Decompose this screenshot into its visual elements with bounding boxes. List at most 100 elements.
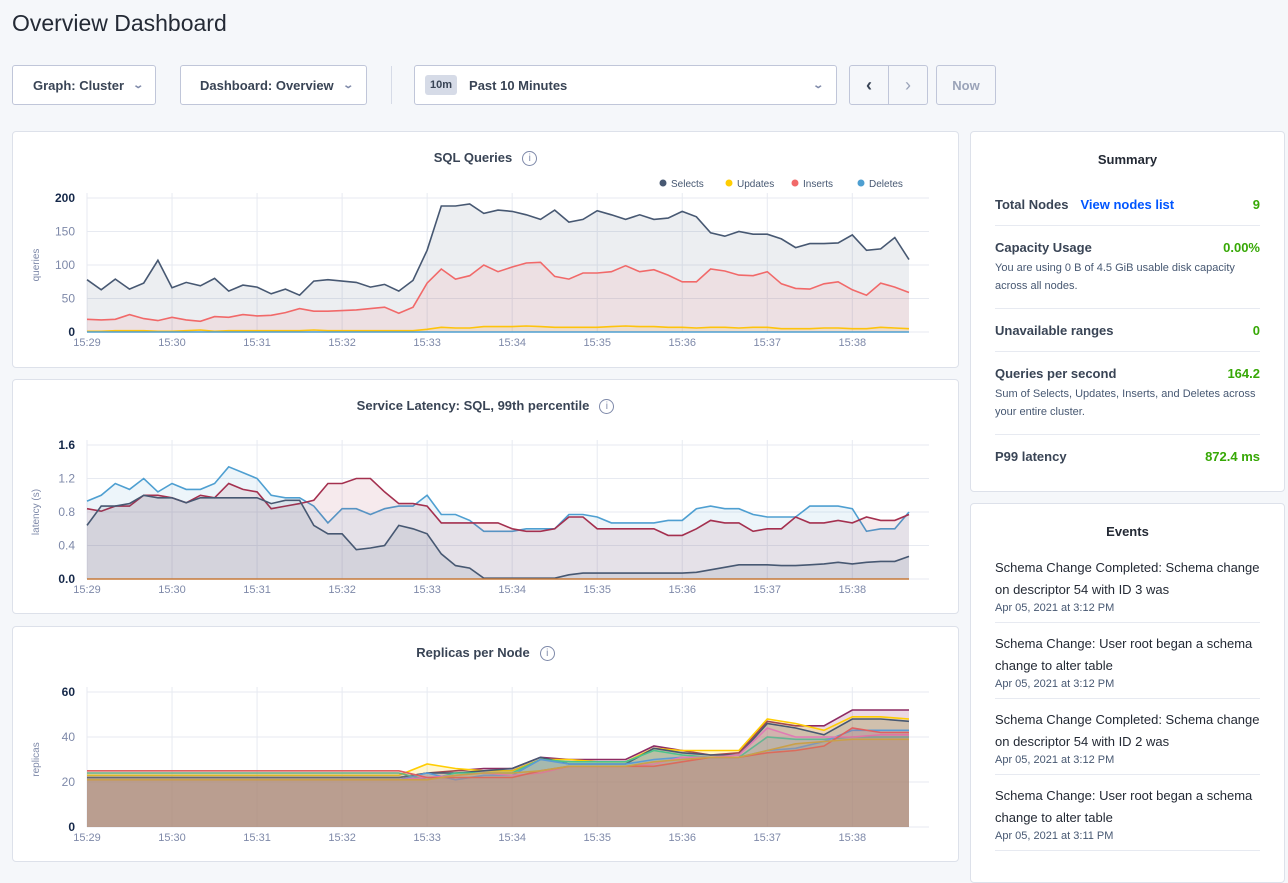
graph-select[interactable]: Graph: Cluster ⌄ <box>12 65 156 105</box>
value: 9 <box>1252 197 1260 212</box>
label: Unavailable ranges <box>995 323 1114 338</box>
series-area <box>87 466 909 579</box>
y-tick-label: 0 <box>68 820 75 834</box>
legend-label: Inserts <box>803 179 833 190</box>
chart-title: SQL Queries <box>433 150 513 165</box>
series-area <box>87 204 909 332</box>
x-tick-label: 15:37 <box>754 584 782 596</box>
x-tick-label: 15:29 <box>73 584 101 596</box>
graph-select-label: Graph: Cluster <box>33 77 125 93</box>
legend-marker <box>725 179 733 187</box>
event-item[interactable]: Schema Change Completed: Schema change o… <box>995 547 1260 623</box>
x-tick-label: 15:34 <box>498 584 526 596</box>
chevron-left-icon: ‹ <box>866 74 872 95</box>
x-tick-label: 15:29 <box>73 832 101 844</box>
previous-button[interactable]: ‹ <box>849 65 889 105</box>
event-item[interactable]: Schema Change: User root began a schema … <box>995 775 1260 851</box>
x-tick-label: 15:33 <box>413 584 441 596</box>
now-button[interactable]: Now <box>936 65 996 105</box>
y-tick-label: 1.2 <box>58 472 75 486</box>
x-tick-label: 15:38 <box>839 584 867 596</box>
series-area <box>87 737 909 827</box>
service-latency-chart: Service Latency: SQL, 99th percentile i 0… <box>12 379 959 614</box>
x-tick-label: 15:32 <box>328 584 356 596</box>
dashboard-select[interactable]: Dashboard: Overview ⌄ <box>180 65 367 105</box>
series-area <box>87 716 909 827</box>
info-icon[interactable]: i <box>539 646 555 661</box>
chevron-down-icon: ⌄ <box>341 79 354 91</box>
y-axis-label: latency (s) <box>31 489 42 535</box>
event-date: Apr 05, 2021 at 3:12 PM <box>995 678 1115 690</box>
event-text: Schema Change Completed: Schema change o… <box>995 712 1260 749</box>
series-line <box>87 325 910 333</box>
y-tick-label: 200 <box>55 191 75 205</box>
x-tick-label: 15:30 <box>158 832 186 844</box>
sql-queries-chart: SQL Queries i 0 50 100 150 200 15:29 15:30 15:31… <box>12 131 959 368</box>
x-tick-label: 15:31 <box>243 584 271 596</box>
y-tick-label: 150 <box>55 225 75 239</box>
x-tick-label: 15:29 <box>73 337 101 349</box>
legend-marker <box>857 179 865 187</box>
summary-p99-latency: P99 latency 872.4 ms <box>995 435 1260 477</box>
event-item[interactable]: Schema Change Completed: Schema change o… <box>995 699 1260 775</box>
value: 0 <box>1252 323 1260 338</box>
series-line <box>87 718 910 779</box>
x-tick-label: 15:35 <box>583 337 611 349</box>
dashboard-select-label: Dashboard: Overview <box>200 77 334 93</box>
series-area <box>87 262 909 332</box>
chevron-down-icon: ⌄ <box>811 79 824 91</box>
x-tick-label: 15:32 <box>328 337 356 349</box>
time-range-label: Past 10 Minutes <box>469 77 568 93</box>
x-tick-label: 15:33 <box>413 832 441 844</box>
time-badge: 10m <box>425 75 458 95</box>
y-tick-label: 20 <box>62 775 76 789</box>
events-title: Events <box>1106 524 1149 539</box>
events-panel: Events Schema Change Completed: Schema c… <box>970 503 1285 883</box>
series-line <box>86 261 910 323</box>
view-nodes-link[interactable]: View nodes list <box>1080 197 1175 212</box>
info-icon[interactable]: i <box>599 399 615 414</box>
x-tick-label: 15:32 <box>328 832 356 844</box>
series-line <box>87 727 909 779</box>
chart-svg: 0 20 40 60 15:29 15:30 15:31 15:32 15:33 15:34 15:… <box>31 685 929 844</box>
series-line <box>87 716 910 777</box>
summary-title: Summary <box>1097 152 1158 167</box>
x-tick-label: 15:31 <box>243 337 271 349</box>
y-tick-label: 60 <box>62 685 76 699</box>
value: 0.00% <box>1223 240 1260 255</box>
series-area <box>87 326 909 332</box>
label: Queries per second <box>995 366 1117 381</box>
event-text: Schema Change: User root began a schema … <box>995 788 1253 825</box>
value: 164.2 <box>1227 366 1260 381</box>
legend-label: Deletes <box>869 179 903 190</box>
series-area <box>87 739 909 827</box>
description: Sum of Selects, Updates, Inserts, and De… <box>995 388 1256 418</box>
x-tick-label: 15:38 <box>839 337 867 349</box>
chart-title: Service Latency: SQL, 99th percentile <box>356 398 590 413</box>
replicas-per-node-chart: Replicas per Node i 0 20 40 60 15:29 15:30 15:3… <box>12 626 959 862</box>
summary-unavailable-ranges: Unavailable ranges 0 <box>995 309 1260 352</box>
y-tick-label: 50 <box>62 292 76 306</box>
legend-label: Updates <box>737 179 774 190</box>
summary-qps: Queries per second 164.2 Sum of Selects, U… <box>995 352 1260 435</box>
x-tick-label: 15:30 <box>158 337 186 349</box>
event-text: Schema Change: User root began a schema … <box>995 636 1253 673</box>
divider <box>391 66 392 104</box>
info-icon[interactable]: i <box>522 151 538 166</box>
label: Total Nodes <box>995 197 1069 212</box>
legend-marker <box>791 179 799 187</box>
event-item[interactable]: Schema Change: User root began a schema … <box>995 623 1260 699</box>
next-button[interactable]: › <box>888 65 928 105</box>
event-date: Apr 05, 2021 at 3:12 PM <box>995 602 1115 614</box>
summary-capacity: Capacity Usage 0.00% You are using 0 B of … <box>995 226 1260 309</box>
y-tick-label: 0 <box>68 325 75 339</box>
time-range-select[interactable]: 10m Past 10 Minutes ⌄ <box>414 65 837 105</box>
x-tick-label: 15:36 <box>668 584 696 596</box>
x-tick-label: 15:33 <box>413 337 441 349</box>
label: P99 latency <box>995 449 1067 464</box>
x-tick-label: 15:37 <box>754 832 782 844</box>
x-tick-label: 15:36 <box>668 832 696 844</box>
series-line <box>86 203 910 297</box>
y-tick-label: 1.6 <box>58 438 75 452</box>
event-date: Apr 05, 2021 at 3:11 PM <box>995 830 1114 842</box>
